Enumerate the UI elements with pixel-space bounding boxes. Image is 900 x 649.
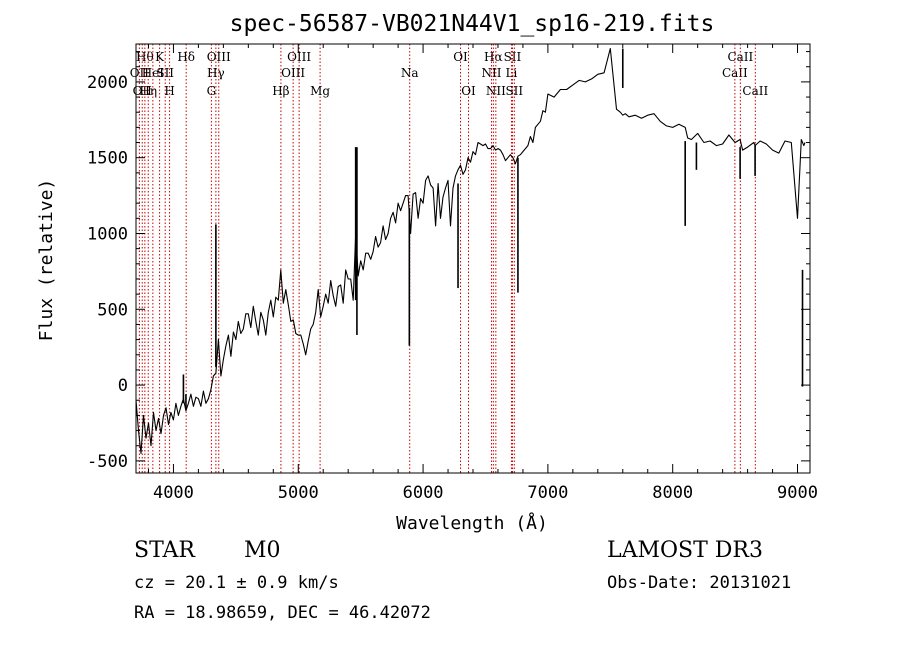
y-axis-label: Flux (relative) bbox=[36, 179, 57, 342]
line-marker-label-26: CaII bbox=[727, 50, 753, 64]
line-marker-label-17: OI bbox=[453, 50, 468, 64]
y-tick-label-5: 2000 bbox=[87, 73, 128, 93]
line-marker-label-19: NII bbox=[481, 66, 501, 80]
axes: 4000 5000 6000 7000 8000 9000 -500 0 500 1000 1500… bbox=[87, 43, 818, 503]
x-tick-label-0: 4000 bbox=[153, 483, 194, 503]
line-marker-label-11: OIII bbox=[207, 50, 231, 64]
line-marker-label-23: SII bbox=[504, 50, 522, 64]
line-marker-label-20: Hα bbox=[484, 50, 503, 64]
y-tick-label-3: 1000 bbox=[87, 224, 128, 244]
y-tick-label-1: 0 bbox=[118, 376, 128, 396]
observation-date: Obs-Date: 20131021 bbox=[607, 573, 792, 593]
line-marker-label-4: HeI bbox=[142, 66, 165, 80]
line-marker-label-12: Hβ bbox=[272, 84, 289, 98]
line-marker-label-24: SII bbox=[505, 84, 523, 98]
line-marker-label-9: G bbox=[207, 84, 217, 98]
line-marker-label-15: Mg bbox=[310, 84, 330, 98]
chart-title: spec-56587-VB021N44V1_sp16-219.fits bbox=[230, 11, 715, 37]
line-marker-label-22: Li bbox=[506, 66, 518, 80]
line-marker-label-1: OII bbox=[133, 84, 153, 98]
line-marker-label-18: OI bbox=[461, 84, 476, 98]
line-marker-label-21: NII bbox=[486, 84, 506, 98]
redshift-readout: cz = 20.1 ± 0.9 km/s bbox=[134, 573, 339, 593]
line-marker-label-5: K bbox=[155, 50, 165, 64]
x-tick-label-1: 5000 bbox=[278, 483, 319, 503]
line-marker-label-3: Hη bbox=[139, 84, 157, 98]
x-tick-label-4: 8000 bbox=[652, 483, 693, 503]
line-marker-label-8: Hδ bbox=[177, 50, 195, 64]
survey-name: LAMOST DR3 bbox=[607, 538, 763, 563]
y-tick-label-0: -500 bbox=[87, 452, 128, 472]
object-class: STAR bbox=[134, 538, 195, 563]
line-marker-label-7: H bbox=[164, 84, 174, 98]
line-marker-label-27: CaII bbox=[742, 84, 768, 98]
line-marker-label-25: CaII bbox=[722, 66, 748, 80]
line-marker-label-10: Hγ bbox=[207, 66, 225, 80]
line-marker-label-6: SII bbox=[156, 66, 174, 80]
x-axis-label: Wavelength (Å) bbox=[396, 512, 548, 534]
line-markers: OIIOIIHθHηHeIKSIIHHδGHγOIIIHβOIIIOIIIMgN… bbox=[130, 44, 768, 473]
y-tick-label-4: 1500 bbox=[87, 149, 128, 169]
line-marker-label-14: OIII bbox=[287, 50, 311, 64]
series-line-spectrum bbox=[135, 47, 806, 454]
coordinates-readout: RA = 18.98659, DEC = 46.42072 bbox=[134, 603, 431, 623]
line-marker-label-13: OIII bbox=[281, 66, 305, 80]
x-tick-label-5: 9000 bbox=[777, 483, 818, 503]
plot-frame bbox=[135, 43, 811, 474]
series-layer bbox=[135, 47, 806, 454]
x-tick-label-2: 6000 bbox=[403, 483, 444, 503]
line-marker-label-16: Na bbox=[401, 66, 419, 80]
y-tick-label-2: 500 bbox=[97, 300, 128, 320]
x-tick-label-3: 7000 bbox=[527, 483, 568, 503]
line-marker-label-2: Hθ bbox=[136, 50, 154, 64]
subclass: M0 bbox=[244, 538, 281, 563]
